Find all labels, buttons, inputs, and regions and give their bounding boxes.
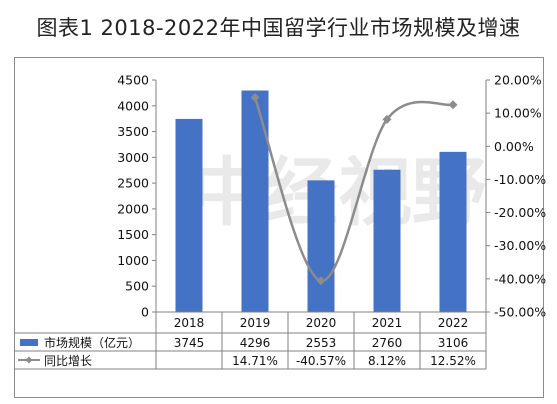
y-right-tick-label: -40.00% bbox=[494, 271, 546, 286]
y-left-tick-label: 3500 bbox=[117, 124, 149, 139]
y-left-tick-label: 3000 bbox=[117, 150, 149, 165]
y-left-tick-label: 4000 bbox=[117, 98, 149, 113]
y-right-tick-label: 10.00% bbox=[494, 106, 542, 121]
table-cell: 3106 bbox=[438, 336, 469, 350]
y-right-tick-label: -30.00% bbox=[494, 238, 546, 253]
table-cell: 4296 bbox=[240, 336, 271, 350]
legend-line-label: 同比增长 bbox=[44, 354, 92, 368]
x-tick-label: 2018 bbox=[174, 316, 205, 330]
growth-point bbox=[250, 93, 260, 103]
watermark: 中经视野 bbox=[190, 150, 486, 236]
bar bbox=[307, 180, 335, 312]
table-cell: 12.52% bbox=[430, 354, 476, 368]
growth-line bbox=[253, 97, 454, 282]
y-left-tick-label: 2000 bbox=[117, 201, 149, 216]
y-left-tick-label: 500 bbox=[125, 279, 149, 294]
y-left-tick-label: 0 bbox=[141, 305, 149, 320]
growth-point bbox=[382, 114, 392, 124]
x-tick-label: 2022 bbox=[438, 316, 469, 330]
growth-point bbox=[316, 276, 326, 286]
table-cell: 2553 bbox=[306, 336, 337, 350]
bar bbox=[241, 90, 269, 312]
y-right-tick-label: -10.00% bbox=[494, 172, 546, 187]
y-right-tick-label: -20.00% bbox=[494, 205, 546, 220]
x-tick-label: 2020 bbox=[306, 316, 337, 330]
x-tick-label: 2019 bbox=[240, 316, 271, 330]
bar bbox=[175, 118, 203, 313]
y-left-tick-label: 4500 bbox=[117, 73, 149, 88]
y-right-tick-label: -50.00% bbox=[494, 305, 546, 320]
y-left-tick-label: 1500 bbox=[117, 227, 149, 242]
legend-bar-swatch bbox=[20, 339, 38, 346]
table-cell: 2760 bbox=[372, 336, 403, 350]
bar bbox=[439, 151, 467, 312]
chart-title: 图表1 2018-2022年中国留学行业市场规模及增速 bbox=[36, 16, 521, 40]
x-tick-label: 2021 bbox=[372, 316, 403, 330]
y-left-tick-label: 1000 bbox=[117, 253, 149, 268]
growth-point bbox=[448, 100, 458, 110]
bar bbox=[373, 169, 401, 312]
table-cell: 8.12% bbox=[368, 354, 406, 368]
legend-line-marker bbox=[25, 356, 33, 364]
y-right-tick-label: 0.00% bbox=[494, 139, 534, 154]
y-left-tick-label: 2500 bbox=[117, 176, 149, 191]
table-cell: 14.71% bbox=[232, 354, 278, 368]
legend-bar-label: 市场规模（亿元） bbox=[44, 335, 140, 350]
table-cell: 3745 bbox=[174, 336, 205, 350]
y-right-tick-label: 20.00% bbox=[494, 73, 542, 88]
table-cell: -40.57% bbox=[296, 354, 346, 368]
